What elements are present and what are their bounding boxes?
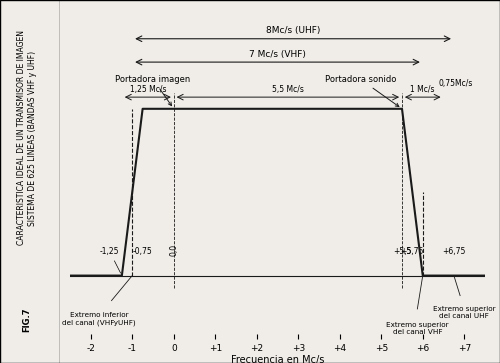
Text: 0,0: 0,0 (169, 244, 178, 256)
Text: +5,5: +5,5 (393, 246, 411, 256)
Text: +5,75: +5,75 (400, 246, 424, 256)
Text: 7 Mc/s (VHF): 7 Mc/s (VHF) (249, 50, 306, 59)
Text: FIG.7: FIG.7 (22, 307, 32, 332)
Text: -0,75: -0,75 (133, 246, 152, 256)
X-axis label: Frecuencia en Mc/s: Frecuencia en Mc/s (231, 355, 324, 363)
Text: 1 Mc/s: 1 Mc/s (410, 85, 435, 94)
Text: +6,75: +6,75 (442, 246, 466, 256)
Text: -1,25: -1,25 (100, 246, 120, 273)
Text: Portadora sonido: Portadora sonido (325, 75, 399, 107)
Text: Portadora imagen: Portadora imagen (116, 75, 190, 106)
Text: 5,5 Mc/s: 5,5 Mc/s (272, 85, 304, 94)
Text: Extremo superior
del canal UHF: Extremo superior del canal UHF (433, 306, 496, 319)
Text: 8Mc/s (UHF): 8Mc/s (UHF) (266, 26, 320, 36)
Text: Extremo superior
del canal VHF: Extremo superior del canal VHF (386, 322, 448, 335)
Text: 1,25 Mc/s: 1,25 Mc/s (130, 85, 166, 94)
Text: Extremo inferior
del canal (VHFyUHF): Extremo inferior del canal (VHFyUHF) (62, 312, 136, 326)
Text: 0,75Mc/s: 0,75Mc/s (438, 79, 473, 88)
Text: CARACTERISTICA IDEAL DE UN TRANSMISOR DE IMAGEN
SISTEMA DE 625 LINEAS (BANDAS VH: CARACTERISTICA IDEAL DE UN TRANSMISOR DE… (18, 30, 36, 245)
